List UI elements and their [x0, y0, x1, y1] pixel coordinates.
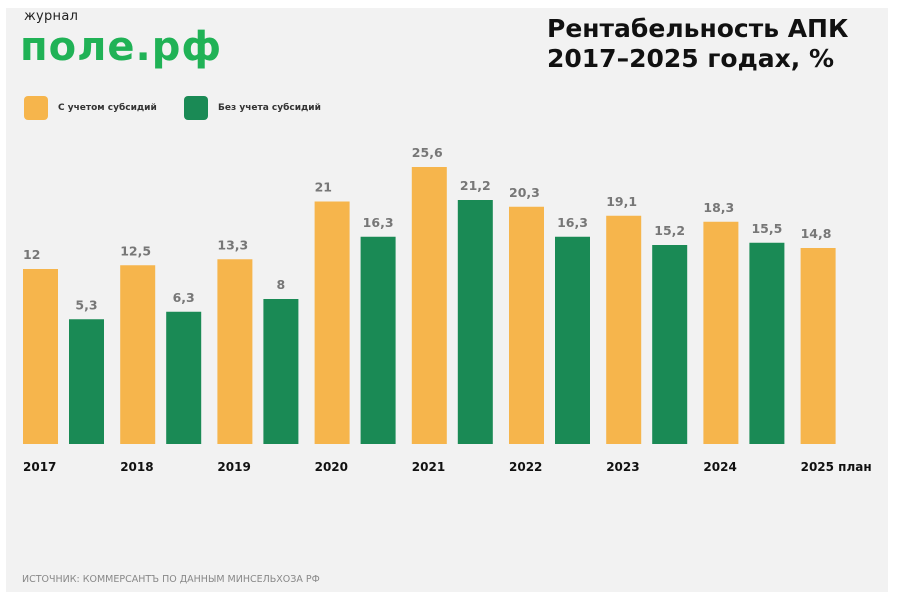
x-tick-label: 2019 [217, 460, 250, 474]
data-label: 21,2 [460, 178, 491, 193]
bar-2021-s1 [457, 200, 493, 444]
data-label: 16,3 [363, 215, 394, 230]
bar-2017-s1 [69, 319, 104, 444]
data-label: 13,3 [217, 237, 248, 252]
bar-2019-s1 [263, 299, 299, 444]
bar-2023-s1 [652, 245, 688, 444]
chart-title: Рентабельность АПК 2017–2025 годах, % [547, 14, 877, 74]
legend-item-with-subsidies: С учетом субсидий [24, 96, 157, 120]
data-label: 19,1 [606, 194, 637, 209]
data-label: 15,5 [751, 221, 782, 236]
data-label: 25,6 [412, 145, 443, 160]
bar-2019-s0 [217, 259, 253, 444]
bar-2024-s0 [703, 221, 739, 444]
x-tick-label: 2017 [23, 460, 56, 474]
logo-subtitle: журнал [24, 9, 79, 24]
title-line-2: 2017–2025 годах, % [547, 44, 835, 73]
x-tick-label: 2022 [509, 460, 542, 474]
data-label: 14,8 [801, 226, 832, 241]
bar-2020-s0 [314, 201, 350, 444]
bar-2018-s0 [120, 265, 156, 444]
x-tick-label: 2025 план [801, 460, 872, 474]
data-label: 16,3 [557, 215, 588, 230]
x-tick-label: 2021 [412, 460, 445, 474]
bar-2017-s0 [23, 269, 58, 444]
legend-item-without-subsidies: Без учета субсидий [184, 96, 321, 120]
data-label: 5,3 [75, 297, 97, 312]
bar-2025-план-s0 [800, 248, 836, 444]
logo: поле.рф [20, 24, 223, 70]
data-label: 15,2 [654, 223, 685, 238]
bar-2022-s1 [555, 236, 590, 444]
legend-label: С учетом субсидий [58, 103, 157, 113]
legend-swatch-yellow [24, 96, 48, 120]
title-line-1: Рентабельность АПК [547, 14, 849, 43]
data-label: 12 [23, 247, 40, 262]
data-label: 21 [315, 180, 332, 195]
data-label: 6,3 [173, 290, 195, 305]
data-label: 20,3 [509, 185, 540, 200]
x-tick-label: 2023 [606, 460, 639, 474]
bar-2020-s1 [360, 236, 396, 444]
data-label: 8 [277, 277, 286, 292]
bar-2022-s0 [509, 206, 544, 444]
bar-2023-s0 [606, 215, 642, 444]
legend-swatch-green [184, 96, 208, 120]
legend-label: Без учета субсидий [218, 103, 321, 113]
x-tick-label: 2018 [120, 460, 153, 474]
bar-2021-s0 [411, 167, 447, 444]
bar-2024-s1 [749, 242, 785, 444]
bar-2018-s1 [166, 311, 202, 444]
source-note: ИСТОЧНИК: КОММЕРСАНТЪ ПО ДАННЫМ МИНСЕЛЬХ… [22, 574, 320, 585]
x-tick-label: 2024 [703, 460, 736, 474]
x-tick-label: 2020 [315, 460, 348, 474]
data-label: 12,5 [120, 243, 151, 258]
data-label: 18,3 [703, 200, 734, 215]
